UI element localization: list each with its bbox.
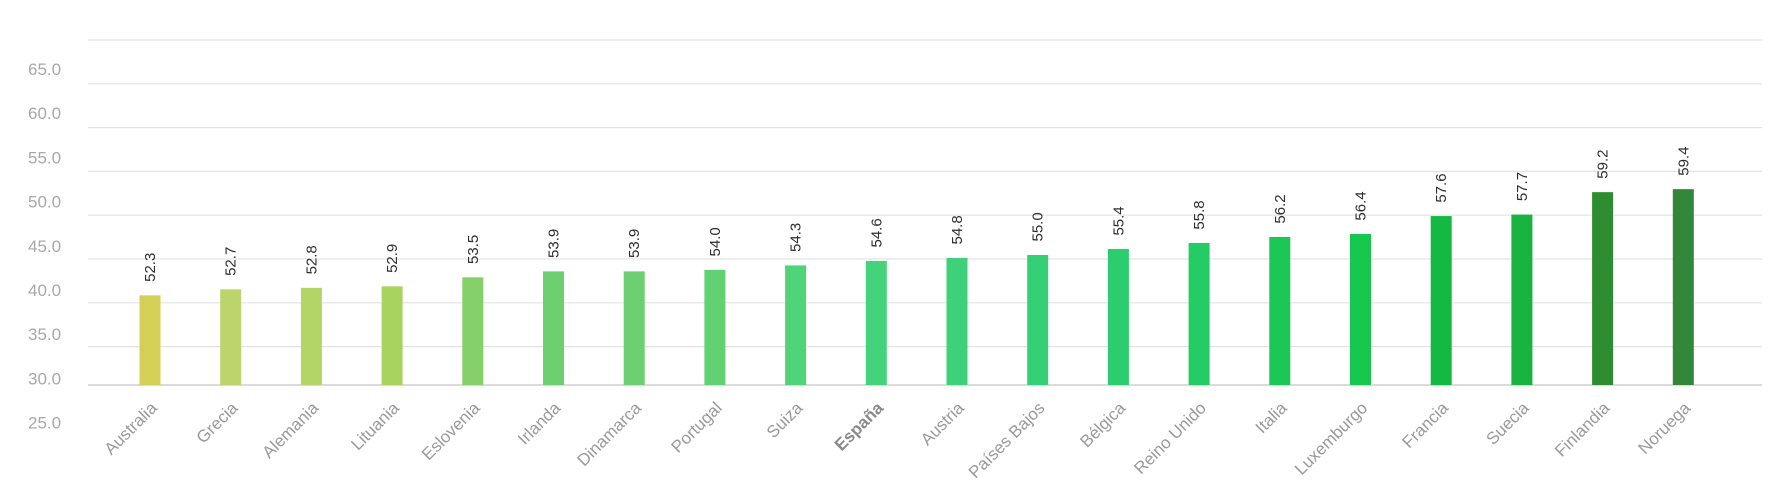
bar-value-label: 55.4	[1110, 206, 1127, 235]
bar	[300, 287, 322, 385]
x-category-label: España	[831, 398, 888, 455]
bar-value-label: 53.9	[626, 229, 643, 258]
y-tick-label: 45.0	[28, 237, 61, 256]
bar-value-label: 53.9	[546, 229, 563, 258]
y-tick-label: 65.0	[28, 60, 61, 79]
x-category-label: Grecia	[193, 398, 242, 447]
y-tick-label: 50.0	[28, 193, 61, 212]
x-category-label: Portugal	[668, 398, 726, 456]
bar-value-label: 52.9	[384, 244, 401, 273]
y-tick-label: 55.0	[28, 148, 61, 167]
bar-value-label: 54.8	[949, 215, 966, 244]
x-category-label: Austria	[917, 398, 968, 449]
bars	[139, 189, 1694, 385]
bar-value-label: 54.0	[707, 227, 724, 256]
bar	[1592, 192, 1614, 385]
bar-value-label: 54.6	[868, 218, 885, 247]
x-category-label: Eslovenia	[418, 398, 484, 464]
bar-value-label: 52.3	[142, 253, 159, 282]
bar-value-label: 59.2	[1595, 150, 1612, 179]
bar	[462, 277, 484, 385]
value-labels: 52.3 52.7 52.8 52.9 53.5 53.9 53.9 54.0 54.3 54.6…	[142, 147, 1692, 282]
bar	[543, 271, 564, 385]
y-axis-ticks: 65.0 60.0 55.0 50.0 45.0 40.0 35.0 30.0 25.0	[28, 60, 61, 433]
x-category-label: Países Bajos	[965, 398, 1049, 482]
x-category-label: Dinamarca	[573, 398, 645, 470]
bar	[1269, 236, 1291, 385]
bar	[1350, 234, 1371, 385]
bar-value-label: 55.8	[1191, 200, 1208, 229]
bar-value-label: 53.5	[465, 235, 482, 264]
bar	[1430, 216, 1452, 385]
x-category-label: Suecia	[1483, 398, 1534, 449]
bar	[623, 271, 645, 385]
x-category-label: Francia	[1399, 398, 1453, 452]
x-category-label: Finlandia	[1551, 398, 1614, 461]
x-category-label: Suiza	[763, 398, 807, 442]
bar	[1107, 248, 1129, 385]
x-category-label: Bélgica	[1076, 398, 1129, 451]
bar	[381, 286, 403, 385]
bar-value-label: 59.4	[1675, 147, 1692, 176]
bar-value-label: 56.2	[1272, 194, 1289, 223]
bar	[1672, 189, 1694, 385]
x-category-label: Italia	[1252, 398, 1291, 437]
y-tick-label: 25.0	[28, 414, 61, 433]
x-category-label: Lituania	[347, 398, 403, 454]
bar-value-label: 52.7	[223, 247, 240, 276]
x-category-label: Irlanda	[514, 398, 565, 449]
bar-value-label: 57.7	[1514, 172, 1531, 201]
bar-value-label: 54.3	[788, 223, 805, 252]
bar	[1511, 214, 1533, 385]
bar	[946, 257, 968, 385]
x-category-label: Alemania	[259, 398, 323, 462]
x-category-label: Reino Unido	[1130, 398, 1210, 478]
bar-value-label: 52.8	[303, 245, 320, 274]
bar	[1027, 254, 1049, 385]
gridlines	[88, 39, 1762, 386]
bar	[704, 269, 726, 385]
bar-value-label: 57.6	[1433, 173, 1450, 202]
x-category-label: Noruega	[1635, 398, 1695, 458]
bar	[865, 260, 887, 385]
y-tick-label: 40.0	[28, 281, 61, 300]
bar	[1188, 242, 1210, 385]
y-tick-label: 35.0	[28, 325, 61, 344]
y-tick-label: 30.0	[28, 369, 61, 388]
bar-value-label: 56.4	[1353, 191, 1370, 220]
y-tick-label: 60.0	[28, 104, 61, 123]
bar-value-label: 55.0	[1030, 212, 1047, 241]
bar	[139, 295, 161, 385]
bar	[785, 265, 807, 385]
x-axis-labels: Australia Grecia Alemania Lituania Eslovenia…	[101, 398, 1695, 482]
bar	[220, 289, 242, 385]
x-category-label: Australia	[101, 398, 162, 459]
x-category-label: Luxemburgo	[1291, 398, 1371, 478]
